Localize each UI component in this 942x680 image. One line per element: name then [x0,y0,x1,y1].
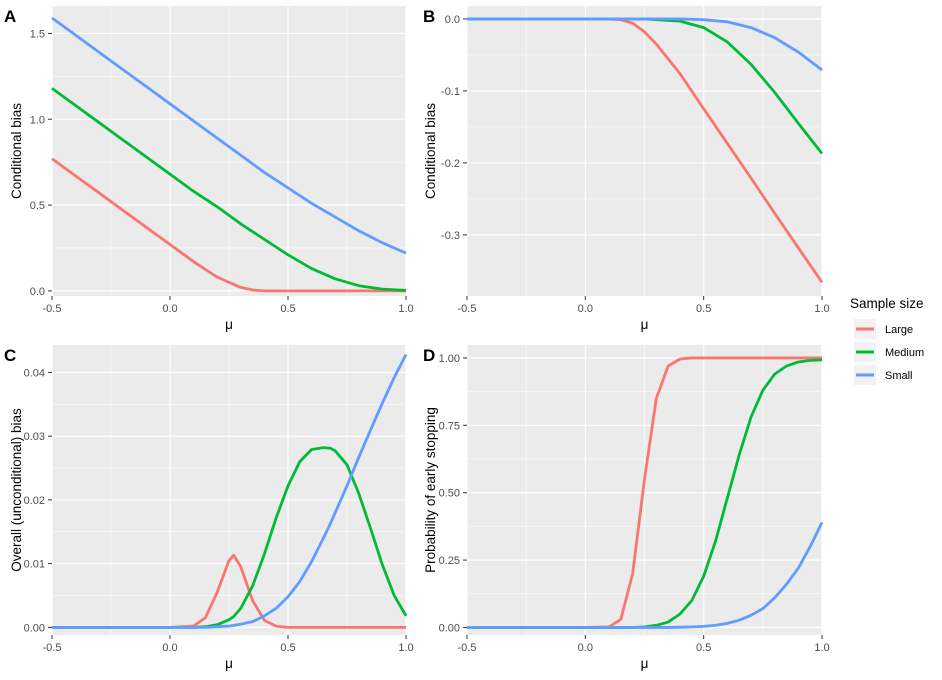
y-axis-title: Probability of early stopping [423,407,438,573]
panels: -0.5 0.0 0.5 1.0 0.0 0.5 1.0 1.5 μ Conditional bi… [4,6,830,671]
panel-tag: D [423,346,435,365]
series-line-large [51,157,406,293]
panel-tag: C [4,346,16,365]
x-tick-label: 0.0 [162,303,177,315]
x-axis-title: μ [225,317,233,332]
y-tick-label: -0.2 [441,158,460,170]
x-tick-label: 0.5 [280,642,295,654]
panel-tag: A [4,7,16,26]
series-line-medium [51,87,407,292]
y-axis-title: Conditional bias [423,103,438,199]
legend-label-large: Large [885,324,913,336]
y-tick-label: 0.00 [24,622,45,634]
y-tick-label: 0.0 [30,286,45,298]
y-tick-label: 0.03 [24,431,45,443]
legend-label-medium: Medium [885,347,924,359]
y-tick-label: 1.5 [30,28,45,40]
x-tick-label: 1.0 [398,303,413,315]
x-tick-label: 0.5 [696,303,711,315]
y-tick-label: 0.25 [439,555,460,567]
x-tick-label: 1.0 [814,642,829,654]
y-tick-label: 0.04 [24,367,45,379]
series-line-small [52,353,408,629]
legend-title: Sample size [850,296,924,311]
y-tick-label: 1.00 [439,353,460,365]
y-tick-label: 1.0 [30,114,45,126]
y-tick-label: 0.0 [445,14,460,26]
x-tick-label: -0.5 [458,303,477,315]
panel-b: -0.5 0.0 0.5 1.0 0.0 -0.1 -0.2 -0.3 μ Conditional… [423,6,830,332]
y-tick-label: -0.1 [441,86,460,98]
panel-a: -0.5 0.0 0.5 1.0 0.0 0.5 1.0 1.5 μ Conditional bi… [4,6,414,332]
series-line-large [467,356,822,629]
legend-label-small: Small [885,370,913,382]
x-axis-title: μ [641,317,649,332]
series-line-small [467,521,824,629]
x-tick-label: -0.5 [458,642,477,654]
x-tick-label: -0.5 [43,303,62,315]
x-tick-label: 0.5 [280,303,295,315]
panel-c: -0.5 0.0 0.5 1.0 0.00 0.01 0.02 0.03 0.04 μ Overal… [4,345,414,671]
y-tick-label: 0.5 [30,200,45,212]
y-tick-label: 0.01 [24,559,45,571]
panel-d: -0.5 0.0 0.5 1.0 0.00 0.25 0.50 0.75 1.00 μ Probab… [423,345,830,671]
x-tick-label: 1.0 [814,303,829,315]
x-tick-label: 0.0 [578,642,593,654]
y-axis-title: Conditional bias [9,103,24,199]
x-axis-title: μ [225,656,233,671]
y-tick-label: 0.02 [24,495,45,507]
series-line-small [51,16,407,255]
x-tick-label: 0.0 [162,642,177,654]
y-axis-title: Overall (unconditional) bias [9,408,24,572]
series-line-small [467,17,823,72]
x-tick-label: 0.0 [578,303,593,315]
x-tick-label: 0.5 [696,642,711,654]
x-axis-title: μ [641,656,649,671]
y-tick-label: -0.3 [441,230,460,242]
y-tick-label: 0.75 [439,420,460,432]
legend: Sample size Large Medium Small [850,296,924,385]
y-tick-label: 0.50 [439,488,460,500]
y-tick-label: 0.00 [439,622,460,634]
series-line-large [52,553,406,629]
x-tick-label: -0.5 [43,642,62,654]
x-tick-label: 1.0 [398,642,413,654]
panel-tag: B [423,7,435,26]
